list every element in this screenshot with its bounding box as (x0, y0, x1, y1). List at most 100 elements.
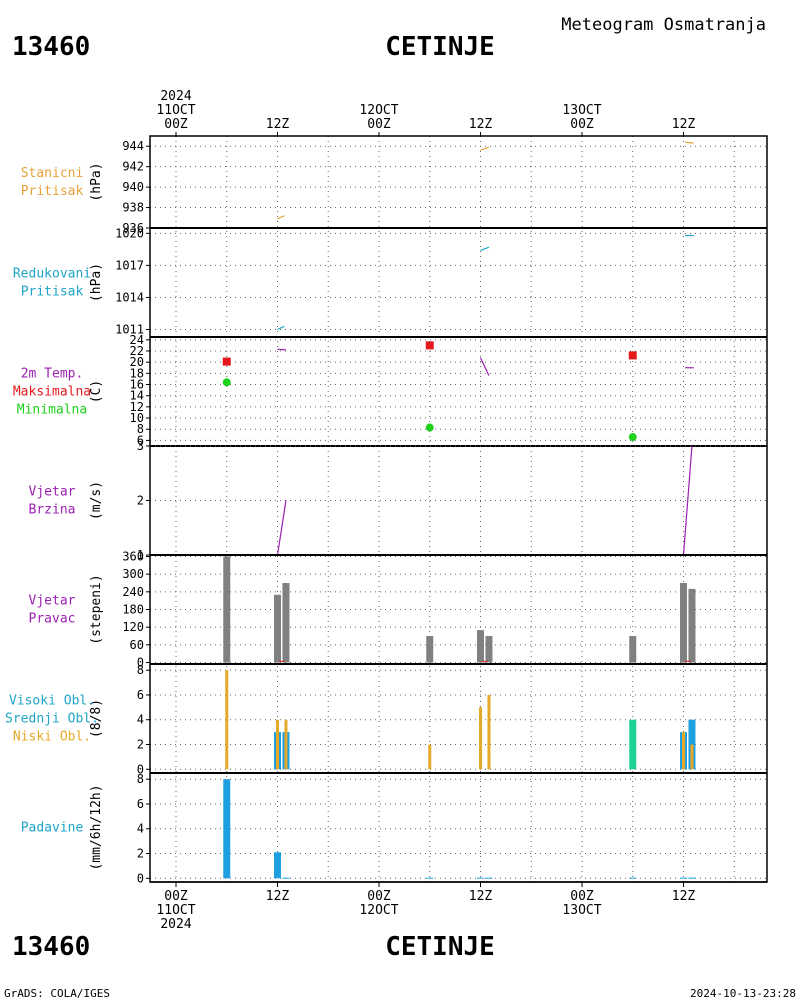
wind-direction-bar (485, 636, 493, 663)
y-tick-label: 940 (122, 180, 144, 194)
y-tick-label: 6 (137, 433, 144, 447)
y-tick-label: 20 (130, 355, 144, 369)
y-tick-label: 10 (130, 411, 144, 425)
precipitation-bar (477, 877, 484, 879)
panel-label: Niski Obl. (13, 730, 91, 745)
series-segment (682, 445, 693, 556)
y-tick-label: 0 (137, 656, 144, 670)
low-cloud-bar (479, 707, 482, 770)
y-tick-label: 1 (137, 548, 144, 562)
y-tick-label: 22 (130, 344, 144, 358)
low-cloud-bar (225, 670, 229, 770)
panel-label: Pravac (29, 612, 76, 627)
y-tick-label: 4 (137, 822, 144, 836)
precipitation-bar (274, 852, 281, 879)
series-segment (277, 215, 285, 220)
series-segment (277, 325, 285, 331)
time-label-bottom: 12OCT (359, 903, 398, 918)
mid-cloud-bar (629, 719, 637, 770)
y-tick-label: 8 (137, 422, 144, 436)
panel-label: Padavine (21, 821, 84, 836)
precipitation-bar (282, 877, 290, 879)
station-id-bottom: 13460 (12, 932, 90, 962)
y-tick-label: 6 (137, 797, 144, 811)
panel-label: Vjetar (29, 485, 76, 500)
low-cloud-bar (276, 719, 279, 770)
y-tick-label: 6 (137, 688, 144, 702)
precipitation-bar (688, 877, 696, 879)
y-tick-label: 0 (137, 762, 144, 776)
y-axis-unit: (8/8) (89, 699, 104, 738)
precipitation-bar (629, 877, 637, 879)
precipitation-bar (485, 877, 493, 879)
y-tick-label: 16 (130, 378, 144, 392)
tmax-marker (425, 341, 434, 350)
time-label-top: 00Z (164, 117, 188, 132)
time-label-bottom: 00Z (570, 889, 594, 904)
y-tick-label: 2 (137, 738, 144, 752)
y-tick-label: 2 (137, 494, 144, 508)
y-tick-label: 4 (137, 713, 144, 727)
tmin-marker (425, 423, 434, 432)
y-tick-label: 0 (137, 871, 144, 885)
y-axis-unit: (m/s) (89, 481, 104, 520)
low-cloud-bar (682, 732, 685, 770)
wind-direction-bar (629, 636, 637, 663)
temperature-segment (277, 348, 286, 351)
y-tick-label: 120 (122, 620, 144, 634)
y-tick-label: 1017 (115, 258, 144, 272)
panel-label: Srednji Obl. (5, 712, 99, 727)
time-label-top: 13OCT (562, 103, 601, 118)
y-axis-unit: (mm/6h/12h) (89, 784, 104, 870)
precipitation-bar (223, 779, 231, 879)
render-timestamp: 2024-10-13-23:28 (690, 987, 796, 1000)
panel-label: Pritisak (21, 285, 84, 300)
panel-label: Visoki Obl. (9, 694, 95, 709)
tmin-marker (222, 378, 231, 387)
panel-label: Pritisak (21, 184, 84, 199)
station-id-top: 13460 (12, 32, 90, 62)
panel-label: Minimalna (17, 403, 87, 418)
time-label-top: 12Z (266, 117, 290, 132)
time-label-top: 12Z (672, 117, 696, 132)
time-label-bottom: 11OCT (156, 903, 195, 918)
tmax-marker (628, 351, 637, 360)
product-title: Meteogram Osmatranja (561, 15, 766, 35)
y-tick-label: 942 (122, 160, 144, 174)
series-segment (480, 246, 490, 252)
wind-direction-bar (426, 636, 434, 663)
y-tick-label: 240 (122, 585, 144, 599)
panel-label: Vjetar (29, 594, 76, 609)
wind-direction-bar (688, 588, 696, 663)
wind-direction-bar (223, 556, 231, 663)
time-label-bottom: 2024 (160, 917, 191, 932)
time-label-top: 12OCT (359, 103, 398, 118)
precipitation-bar (426, 877, 434, 879)
y-tick-label: 938 (122, 201, 144, 215)
wind-direction-bar (477, 630, 484, 663)
time-label-top: 00Z (570, 117, 594, 132)
y-tick-label: 3 (137, 439, 144, 453)
y-tick-label: 944 (122, 139, 144, 153)
wind-direction-bar (274, 594, 281, 663)
time-label-bottom: 13OCT (562, 903, 601, 918)
low-cloud-bar (284, 719, 288, 770)
station-name-bottom: CETINJE (385, 932, 495, 962)
y-tick-label: 18 (130, 366, 144, 380)
temperature-segment (479, 357, 490, 376)
y-axis-unit: (C) (89, 380, 104, 403)
y-tick-label: 180 (122, 603, 144, 617)
station-name-top: CETINJE (385, 32, 495, 62)
y-tick-label: 14 (130, 389, 144, 403)
tmax-marker (222, 357, 231, 366)
panel-label: Maksimalna (13, 385, 91, 400)
time-label-bottom: 00Z (367, 889, 391, 904)
panel-label: Brzina (29, 503, 76, 518)
wind-direction-bar (282, 582, 290, 663)
y-axis-unit: (hPa) (89, 162, 104, 201)
y-tick-label: 936 (122, 221, 144, 235)
y-axis-unit: (stepeni) (89, 574, 104, 644)
y-tick-label: 300 (122, 567, 144, 581)
wind-direction-bar (680, 582, 687, 663)
